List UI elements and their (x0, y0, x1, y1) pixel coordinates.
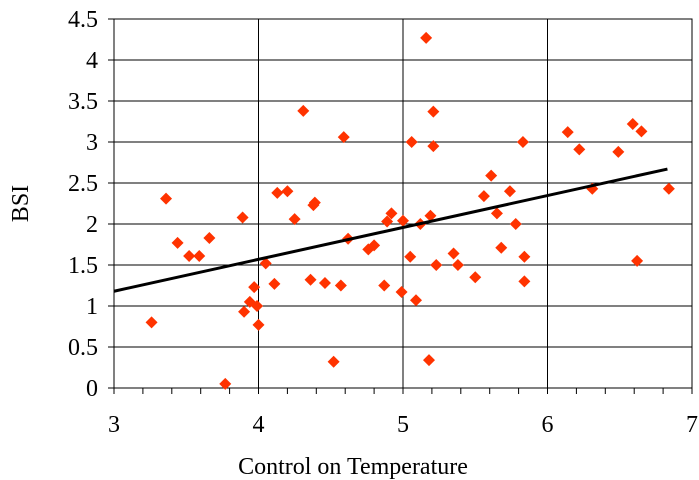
x-tick-label: 4 (253, 412, 265, 438)
y-tick-label: 1 (86, 294, 98, 320)
x-tick-label: 7 (686, 412, 698, 438)
data-point (427, 140, 440, 153)
y-tick-label: 2 (86, 212, 98, 238)
data-point (420, 31, 433, 44)
data-point (171, 236, 184, 249)
data-point (297, 104, 310, 117)
data-point (509, 218, 522, 230)
x-tick-label: 3 (108, 412, 120, 438)
data-point (308, 196, 321, 209)
data-point (304, 273, 317, 286)
data-point (495, 241, 508, 254)
data-point (145, 316, 158, 329)
y-tick-label: 2.5 (68, 171, 98, 197)
gridlines (113, 18, 693, 389)
data-point (368, 239, 381, 252)
data-point (626, 117, 639, 130)
data-point (635, 125, 648, 138)
data-point (395, 286, 408, 299)
tick-marks (108, 18, 693, 394)
y-tick-label: 3 (86, 130, 98, 156)
data-point (518, 275, 531, 288)
data-point (318, 277, 331, 290)
data-point (430, 259, 443, 271)
data-point (183, 249, 196, 262)
data-point (252, 318, 265, 331)
data-point (405, 136, 418, 148)
y-tick-label: 1.5 (68, 253, 98, 279)
data-point (337, 131, 350, 144)
data-point (612, 145, 625, 158)
data-point (219, 377, 232, 390)
data-point (236, 211, 249, 224)
data-point (561, 126, 574, 139)
data-point (424, 209, 437, 222)
data-point (281, 185, 294, 198)
data-point (288, 213, 301, 226)
data-point (427, 105, 440, 118)
y-axis-tick-labels: 0 0.5 1 1.5 2 2.5 3 3.5 4 4.5 (68, 7, 98, 402)
data-point (268, 277, 281, 290)
plot-area-frame (113, 18, 693, 389)
data-point (378, 279, 391, 292)
data-point (518, 250, 531, 263)
data-point (203, 231, 216, 244)
data-point (451, 259, 464, 271)
data-point (193, 249, 206, 262)
x-axis-tick-labels: 3 4 5 6 7 (108, 412, 698, 438)
x-axis-label: Control on Temperature (238, 454, 468, 480)
x-tick-label: 5 (397, 412, 409, 438)
data-point (160, 192, 173, 205)
data-point (259, 257, 272, 270)
data-point (327, 355, 340, 368)
data-point (573, 143, 586, 156)
data-point (447, 247, 460, 260)
data-point (397, 214, 409, 227)
data-point (248, 281, 261, 294)
y-tick-label: 0 (86, 376, 98, 402)
data-point (238, 305, 251, 318)
data-point (423, 354, 436, 367)
y-axis-label: BSI (8, 185, 34, 222)
y-tick-label: 3.5 (68, 89, 98, 115)
data-point (662, 182, 675, 195)
data-point (485, 169, 498, 182)
trend-line (113, 167, 668, 293)
data-point (469, 271, 482, 284)
data-point (503, 185, 516, 198)
x-tick-label: 6 (542, 412, 554, 438)
data-point (251, 300, 264, 312)
data-point (404, 250, 417, 263)
data-point (477, 190, 490, 203)
data-point (381, 215, 394, 228)
data-points (145, 31, 675, 390)
data-point (516, 136, 529, 148)
y-tick-label: 4 (86, 48, 98, 74)
data-point (490, 207, 503, 220)
data-point (271, 186, 284, 199)
data-point (410, 294, 423, 307)
y-tick-label: 0.5 (68, 335, 98, 361)
data-point (385, 207, 398, 220)
data-point (334, 279, 347, 292)
data-point (631, 254, 644, 267)
y-tick-label: 4.5 (68, 7, 98, 33)
